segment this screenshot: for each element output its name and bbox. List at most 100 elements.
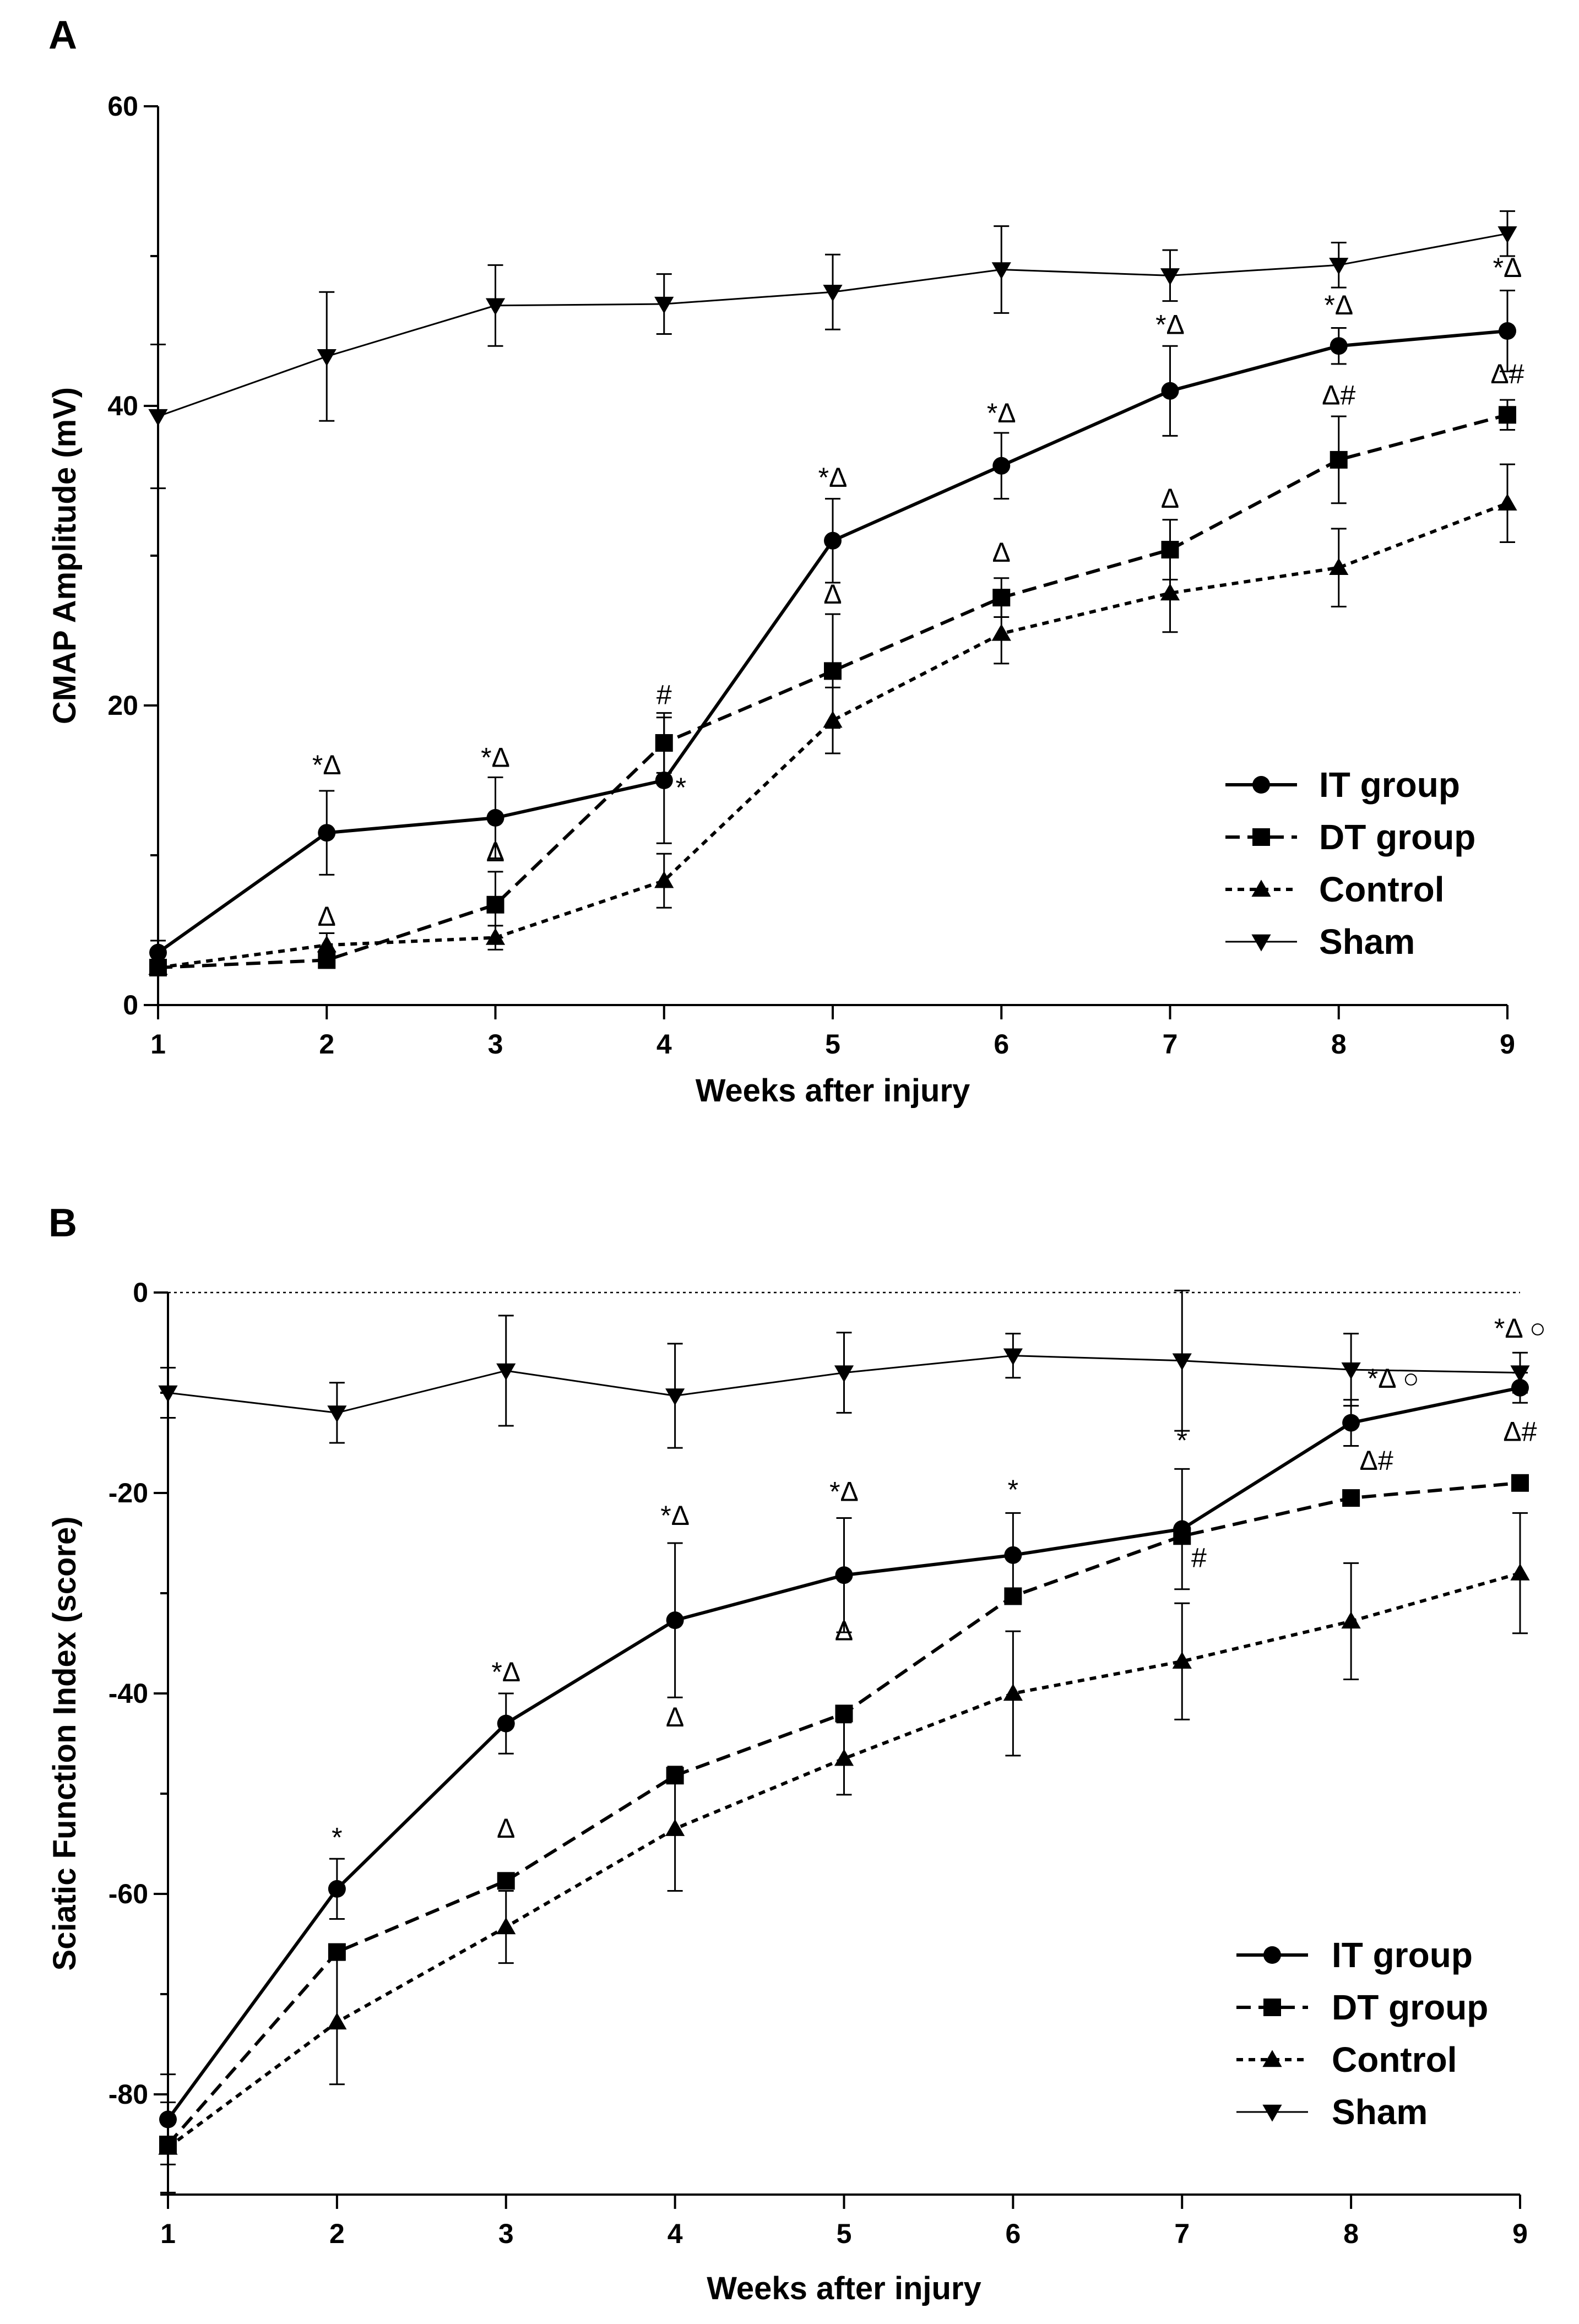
significance-annotation: *Δ [1324, 290, 1353, 321]
significance-annotation: *Δ [491, 1657, 520, 1687]
significance-annotation: Δ [823, 579, 842, 610]
data-point [1160, 583, 1180, 601]
legend-label: Sham [1332, 2092, 1428, 2132]
data-point [1499, 406, 1516, 424]
y-tick-label: -60 [108, 1878, 148, 1909]
data-point [328, 1880, 346, 1898]
panel-label: A [48, 13, 77, 57]
significance-annotation: *Δ [818, 462, 848, 493]
significance-annotation: * [676, 772, 686, 803]
data-point [991, 623, 1011, 641]
data-point [486, 895, 504, 914]
data-point [496, 1917, 516, 1935]
data-point [318, 824, 336, 842]
x-tick-label: 3 [498, 2218, 514, 2249]
legend-label: Control [1319, 870, 1445, 909]
data-point [1329, 258, 1349, 275]
data-point [486, 809, 504, 827]
significance-annotation: # [656, 679, 672, 710]
data-point [1004, 1546, 1022, 1564]
significance-annotation: *Δ ○ [1368, 1363, 1419, 1394]
data-point [834, 1365, 854, 1383]
series-line [167, 1571, 1521, 2149]
data-point [1003, 1348, 1023, 1366]
x-tick-label: 9 [1512, 2218, 1528, 2249]
data-point [158, 2137, 178, 2155]
x-axis-title: Weeks after injury [696, 1073, 970, 1109]
data-point [497, 1872, 515, 1890]
data-point [834, 1749, 854, 1766]
significance-annotation: Δ [992, 537, 1011, 568]
data-point [655, 734, 673, 752]
data-point [1160, 268, 1180, 285]
x-tick-label: 5 [837, 2218, 852, 2249]
series-control [158, 1512, 1530, 2193]
data-point [148, 958, 168, 975]
x-tick-label: 5 [825, 1029, 840, 1060]
data-point [158, 1385, 178, 1403]
data-point [992, 457, 1011, 475]
data-point [1330, 337, 1348, 355]
panel-b: B 0 -20 -40 -60 -80 1 2 3 4 5 6 7 8 9 Weeks after injur… [47, 1201, 1546, 2306]
series-it-group [159, 1372, 1529, 2165]
data-point [1497, 226, 1517, 243]
data-point [991, 262, 1011, 280]
data-point [666, 1611, 684, 1630]
x-tick-label: 1 [150, 1029, 166, 1060]
legend-label: DT group [1332, 1988, 1488, 2027]
legend-marker [1251, 879, 1271, 897]
significance-annotation: *Δ [1155, 309, 1185, 340]
data-point [317, 935, 337, 953]
data-point [1510, 1365, 1530, 1383]
y-tick-label: 20 [107, 690, 138, 721]
significance-annotation: *Δ [312, 750, 341, 780]
data-point [328, 1943, 346, 1961]
data-point [148, 409, 168, 426]
data-point [1342, 1414, 1360, 1432]
data-point [835, 1704, 853, 1723]
data-point [1510, 1563, 1530, 1581]
x-tick-label: 4 [656, 1029, 672, 1060]
series-sham [158, 1289, 1530, 1449]
y-axis-title: Sciatic Function Index (score) [47, 1516, 83, 1970]
y-tick-label: 0 [123, 990, 138, 1020]
y-tick-label: -40 [108, 1678, 148, 1709]
data-point [149, 943, 167, 962]
legend-label: Sham [1319, 922, 1415, 962]
x-tick-label: 7 [1163, 1029, 1178, 1060]
legend-label: IT group [1319, 765, 1460, 805]
data-point [665, 1819, 685, 1836]
significance-annotation: *Δ [1493, 252, 1522, 283]
y-tick-label: -80 [108, 2079, 148, 2110]
significance-annotation: # [1191, 1543, 1207, 1573]
panel-label: B [48, 1201, 77, 1245]
data-point [1342, 1489, 1360, 1507]
series-sham [148, 210, 1517, 490]
data-point [1341, 1611, 1361, 1629]
y-tick-label: -20 [108, 1478, 148, 1508]
data-point [665, 1388, 685, 1406]
legend-marker [1263, 1946, 1281, 1964]
data-point [317, 349, 337, 366]
data-point [1172, 1353, 1192, 1371]
y-tick-label: 0 [133, 1277, 148, 1308]
data-point [1172, 1652, 1192, 1669]
data-point [655, 772, 673, 789]
data-point [496, 1363, 516, 1381]
x-tick-label: 4 [668, 2218, 683, 2249]
significance-annotation: Δ# [1503, 1416, 1537, 1447]
data-point [1004, 1587, 1022, 1605]
data-point [824, 531, 842, 550]
significance-annotation: *Δ ○ [1494, 1313, 1546, 1344]
significance-annotation: *Δ [660, 1500, 690, 1531]
data-point [1330, 450, 1348, 469]
significance-annotation: Δ [835, 1616, 853, 1647]
data-point [1003, 1684, 1023, 1701]
data-point [327, 1405, 347, 1422]
significance-annotation: * [1177, 1425, 1187, 1456]
data-point [485, 298, 506, 316]
data-point [1329, 558, 1349, 575]
significance-annotation: Δ# [1360, 1445, 1393, 1476]
x-tick-label: 1 [160, 2218, 176, 2249]
